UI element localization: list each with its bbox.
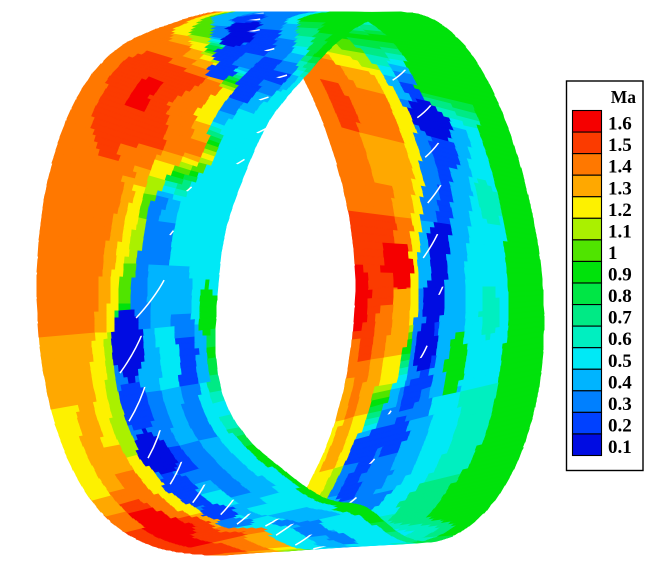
svg-text:1: 1: [608, 243, 618, 264]
svg-text:0.4: 0.4: [608, 372, 632, 393]
svg-text:0.9: 0.9: [608, 265, 632, 286]
svg-text:0.8: 0.8: [608, 286, 632, 307]
svg-text:0.6: 0.6: [608, 329, 632, 350]
svg-text:1.2: 1.2: [608, 200, 632, 221]
svg-text:1.4: 1.4: [608, 157, 632, 178]
svg-text:0.1: 0.1: [608, 437, 632, 458]
svg-text:0.3: 0.3: [608, 394, 632, 415]
svg-text:1.6: 1.6: [608, 114, 632, 135]
svg-text:0.5: 0.5: [608, 351, 632, 372]
svg-text:1.1: 1.1: [608, 221, 632, 242]
svg-text:0.7: 0.7: [608, 308, 632, 329]
svg-text:1.5: 1.5: [608, 135, 632, 156]
svg-text:0.2: 0.2: [608, 415, 632, 436]
svg-text:1.3: 1.3: [608, 178, 632, 199]
svg-text:Ma: Ma: [611, 87, 637, 107]
